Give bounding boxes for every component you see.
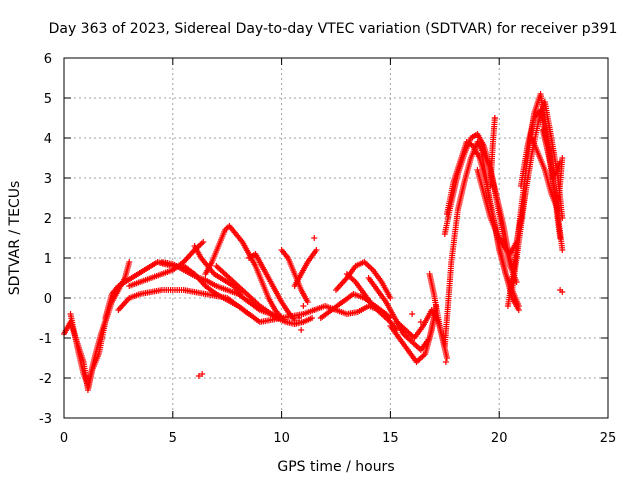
data-point-marker — [245, 311, 252, 317]
data-point-marker — [387, 295, 394, 301]
x-tick-label: 10 — [273, 431, 290, 446]
x-tick-labels: 0 5 10 15 20 25 — [60, 431, 616, 446]
data-point-marker — [443, 355, 450, 361]
y-axis-label: SDTVAR / TECUs — [7, 181, 23, 296]
data-point-marker — [559, 289, 566, 295]
data-point-marker — [237, 291, 244, 297]
data-points — [61, 91, 566, 393]
data-point-marker — [200, 239, 207, 245]
x-tick-label: 5 — [169, 431, 177, 446]
axis-ticks — [63, 57, 609, 419]
y-tick-label: -1 — [39, 332, 52, 347]
data-point-marker — [195, 373, 202, 379]
x-axis-label: GPS time / hours — [277, 459, 394, 475]
y-tick-label: 1 — [44, 252, 52, 267]
data-point-marker — [304, 299, 311, 305]
data-point-marker — [409, 311, 416, 317]
data-point-marker — [311, 235, 318, 241]
grid-lines — [64, 58, 608, 418]
data-point-marker — [417, 319, 424, 325]
data-point-marker — [126, 259, 133, 265]
x-tick-label: 0 — [60, 431, 68, 446]
data-point-marker — [296, 315, 303, 321]
y-tick-label: -2 — [39, 372, 52, 387]
data-point-marker — [298, 327, 305, 333]
x-tick-label: 20 — [491, 431, 508, 446]
y-tick-label: -3 — [39, 412, 52, 427]
y-tick-label: 4 — [44, 132, 52, 147]
y-tick-label: 3 — [44, 172, 52, 187]
y-tick-label: 2 — [44, 212, 52, 227]
y-tick-label: 0 — [44, 292, 52, 307]
data-point-marker — [442, 359, 449, 365]
y-tick-label: 6 — [44, 52, 52, 67]
chart-title: Day 363 of 2023, Sidereal Day-to-day VTE… — [49, 21, 618, 37]
x-tick-label: 25 — [600, 431, 617, 446]
plot-area-border — [63, 57, 609, 419]
y-tick-labels: -3 -2 -1 0 1 2 3 4 5 6 — [39, 52, 52, 427]
data-point-marker — [199, 371, 206, 377]
data-point-marker — [291, 317, 298, 323]
data-point-marker — [309, 315, 316, 321]
data-point-marker — [491, 115, 498, 121]
data-point-marker — [515, 307, 522, 313]
data-point-marker — [559, 247, 566, 253]
x-tick-label: 15 — [382, 431, 399, 446]
data-point-marker — [300, 303, 307, 309]
y-tick-label: 5 — [44, 92, 52, 107]
series-p391 — [61, 91, 566, 393]
data-point-marker — [313, 247, 320, 253]
data-point-marker — [559, 155, 566, 161]
